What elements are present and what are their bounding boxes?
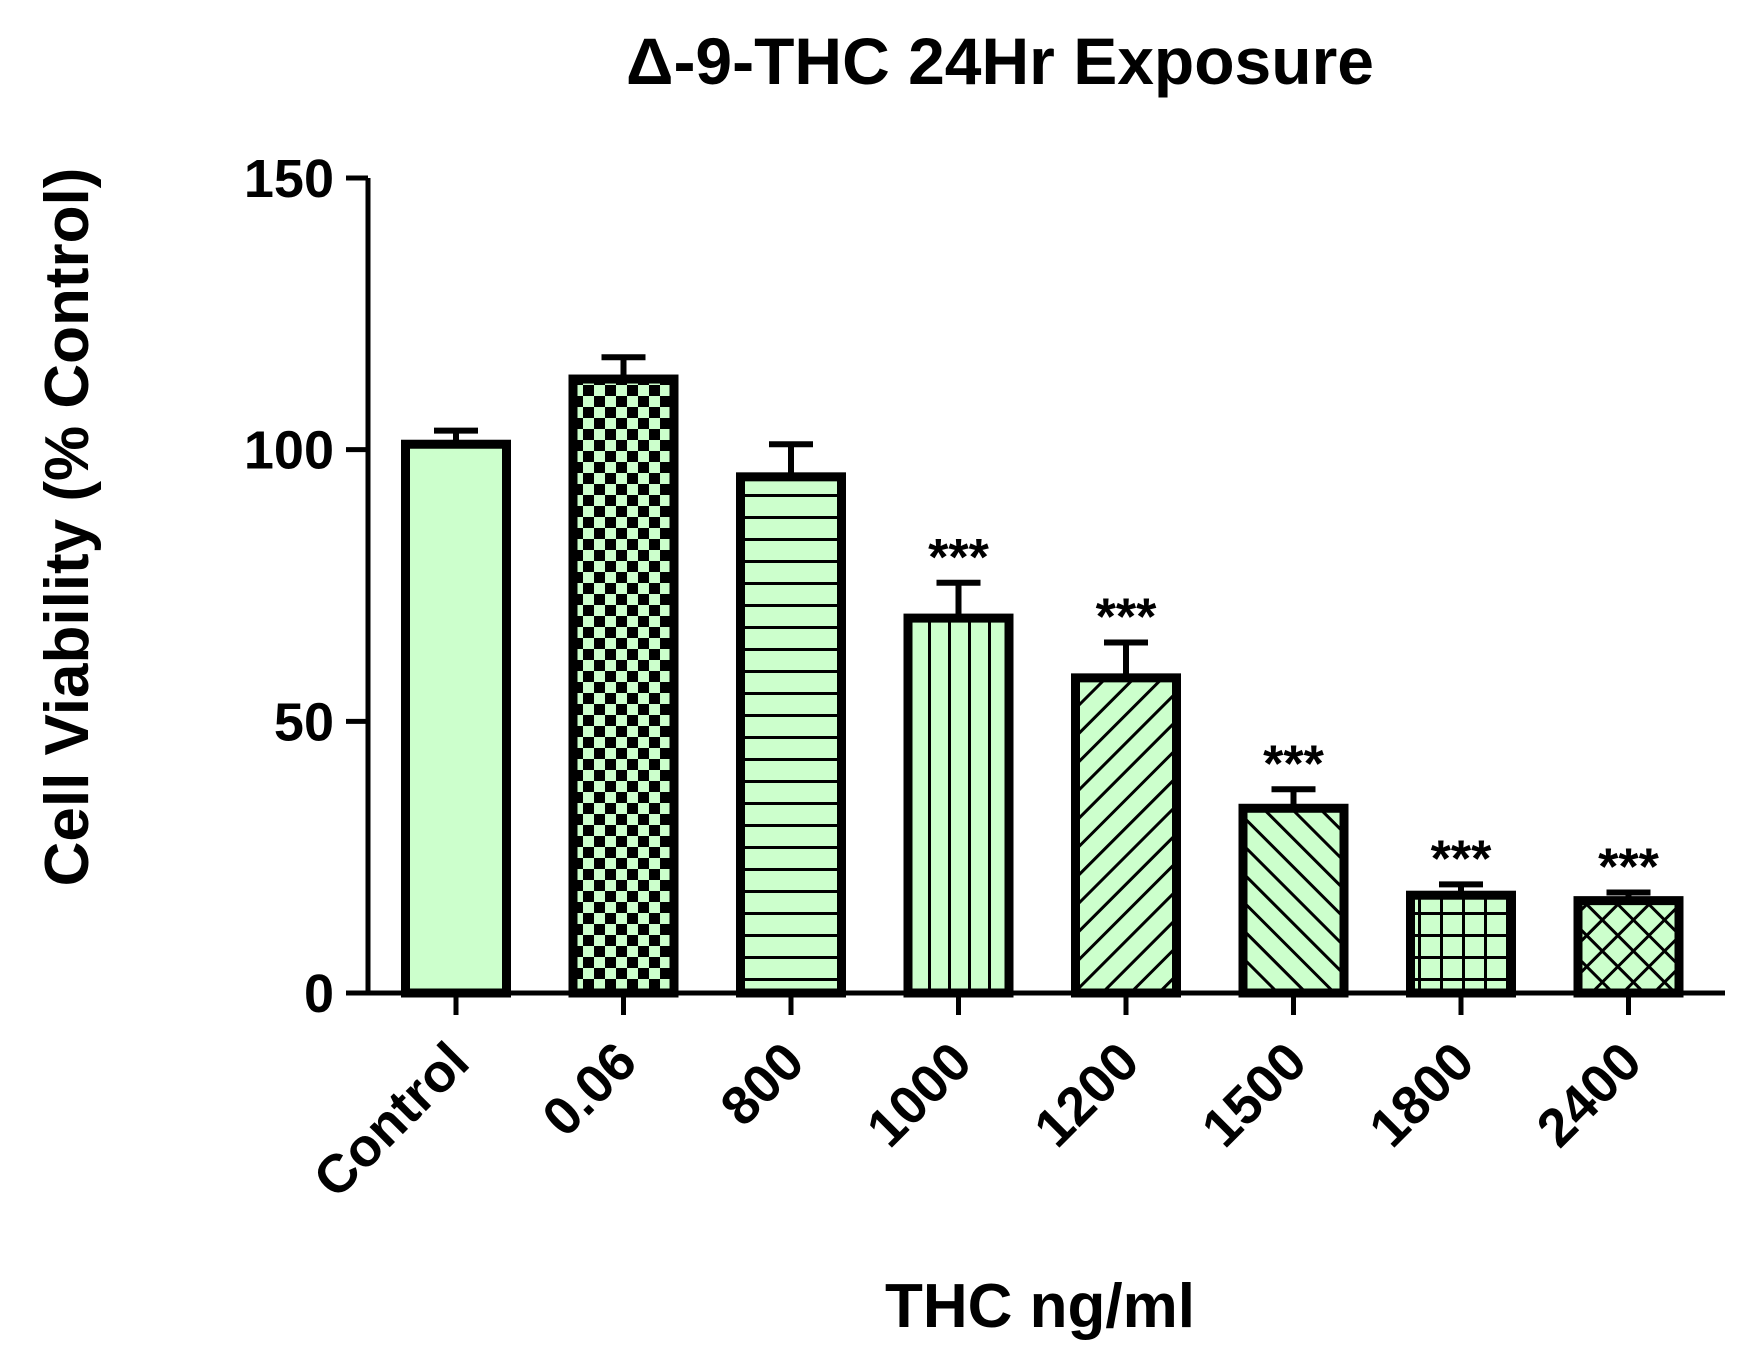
bar-0.06 — [568, 374, 679, 998]
y-tick-label: 150 — [244, 149, 334, 209]
x-tick-label: 1000 — [856, 1031, 983, 1158]
x-tick-label: 1200 — [1023, 1031, 1150, 1158]
x-axis-label: THC ng/ml — [885, 1272, 1195, 1341]
significance-label: *** — [1431, 830, 1492, 888]
bar-1800 — [1406, 890, 1516, 998]
x-tick-label: 800 — [709, 1031, 815, 1137]
bar-1500 — [1238, 803, 1349, 998]
significance-label: *** — [928, 529, 989, 587]
y-tick-label: 0 — [304, 964, 334, 1024]
chart-title: Δ-9-THC 24Hr Exposure — [626, 24, 1374, 98]
bar-2400 — [1573, 896, 1684, 998]
significance-label: *** — [1096, 589, 1157, 647]
y-tick-label: 50 — [274, 692, 334, 752]
axes — [346, 175, 1725, 1015]
bar-800 — [736, 472, 846, 998]
bar-1000 — [903, 613, 1014, 998]
bars — [401, 354, 1684, 998]
y-axis-label: Cell Viability (% Control) — [33, 168, 102, 887]
significance-label: *** — [1263, 735, 1324, 793]
x-tick-label: 1500 — [1191, 1031, 1318, 1158]
significance-label: *** — [1598, 838, 1659, 896]
x-tick-label: 2400 — [1526, 1031, 1653, 1158]
bar-Control — [401, 439, 511, 998]
bar-1200 — [1071, 673, 1181, 998]
x-tick-label: 0.06 — [531, 1031, 648, 1148]
y-tick-label: 100 — [244, 421, 334, 481]
x-tick-label: 1800 — [1358, 1031, 1485, 1158]
x-tick-label: Control — [302, 1031, 480, 1209]
